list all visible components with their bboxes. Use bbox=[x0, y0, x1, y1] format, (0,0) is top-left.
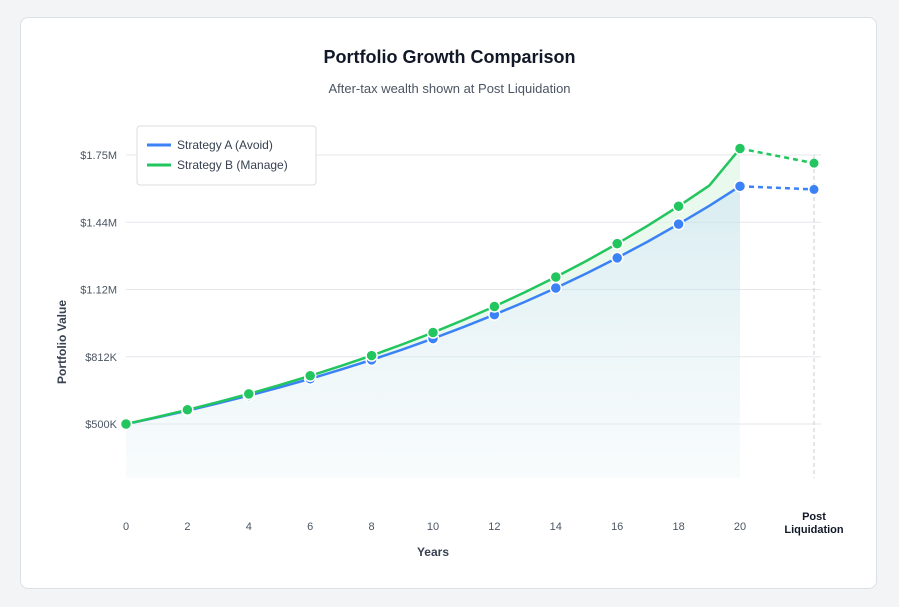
legend: Strategy A (Avoid) Strategy B (Manage) bbox=[136, 125, 317, 186]
x-tick-label: 2 bbox=[184, 521, 190, 533]
y-tick-label: $500K bbox=[85, 419, 117, 431]
point-strategy-b bbox=[242, 387, 256, 401]
point-strategy-b bbox=[365, 349, 378, 362]
point-strategy-a bbox=[610, 251, 624, 265]
y-axis-title: Portfolio Value bbox=[55, 300, 69, 384]
point-strategy-b bbox=[303, 369, 317, 383]
x-tick-label: 18 bbox=[672, 521, 684, 533]
y-axis-ticks: $500K $812K $1.12M $1.44M $1.75M bbox=[80, 150, 117, 431]
point-strategy-b-post-liquidation bbox=[809, 158, 819, 168]
x-tick-label: 16 bbox=[611, 521, 623, 533]
point-strategy-a bbox=[549, 281, 563, 295]
point-strategy-b bbox=[549, 270, 563, 284]
point-strategy-b bbox=[610, 237, 624, 250]
line-strategy-a-post-liquidation bbox=[739, 184, 815, 191]
point-strategy-a bbox=[672, 217, 685, 231]
line-strategy-b-post-liquidation bbox=[739, 147, 815, 165]
point-strategy-b bbox=[488, 300, 501, 313]
legend-label-a: Strategy A (Avoid) bbox=[177, 138, 273, 152]
x-axis-title: Years bbox=[417, 545, 449, 559]
chart-title: Portfolio Growth Comparison bbox=[323, 47, 576, 67]
point-strategy-a bbox=[733, 179, 747, 193]
line-chart: $500K $812K $1.12M $1.44M $1.75M 0 2 4 6 8 10 12 14… bbox=[55, 125, 844, 559]
area-fills bbox=[126, 148, 740, 479]
x-tick-label: 0 bbox=[123, 521, 129, 533]
point-strategy-b bbox=[181, 403, 194, 417]
x-tick-label: 10 bbox=[427, 521, 439, 533]
point-strategy-b bbox=[119, 417, 133, 431]
x-tick-label: 14 bbox=[550, 521, 562, 533]
legend-box bbox=[136, 125, 317, 186]
point-strategy-b bbox=[672, 199, 685, 213]
x-tick-label: 20 bbox=[734, 521, 746, 533]
data-points bbox=[119, 142, 819, 431]
area-strategy-a bbox=[126, 186, 740, 479]
x-axis-ticks: 0 2 4 6 8 10 12 14 16 18 20 Post Liquidation bbox=[123, 511, 844, 536]
point-strategy-b bbox=[733, 142, 747, 155]
x-tick-label: 4 bbox=[246, 521, 252, 533]
y-tick-label: $1.75M bbox=[80, 150, 117, 162]
x-tick-label: 6 bbox=[307, 521, 313, 533]
point-strategy-b bbox=[426, 326, 440, 339]
y-tick-label: $1.12M bbox=[80, 285, 117, 297]
chart-subtitle: After-tax wealth shown at Post Liquidati… bbox=[328, 81, 571, 96]
y-tick-label: $1.44M bbox=[80, 217, 117, 229]
x-tick-label: 12 bbox=[488, 521, 500, 533]
y-tick-label: $812K bbox=[85, 352, 117, 364]
point-strategy-a-post-liquidation bbox=[809, 184, 819, 194]
legend-label-b: Strategy B (Manage) bbox=[177, 158, 288, 172]
x-tick-label-post-liquidation: Post Liquidation bbox=[784, 511, 844, 536]
chart-card: Portfolio Growth Comparison After-tax we… bbox=[20, 17, 877, 589]
x-tick-label: 8 bbox=[369, 521, 375, 533]
